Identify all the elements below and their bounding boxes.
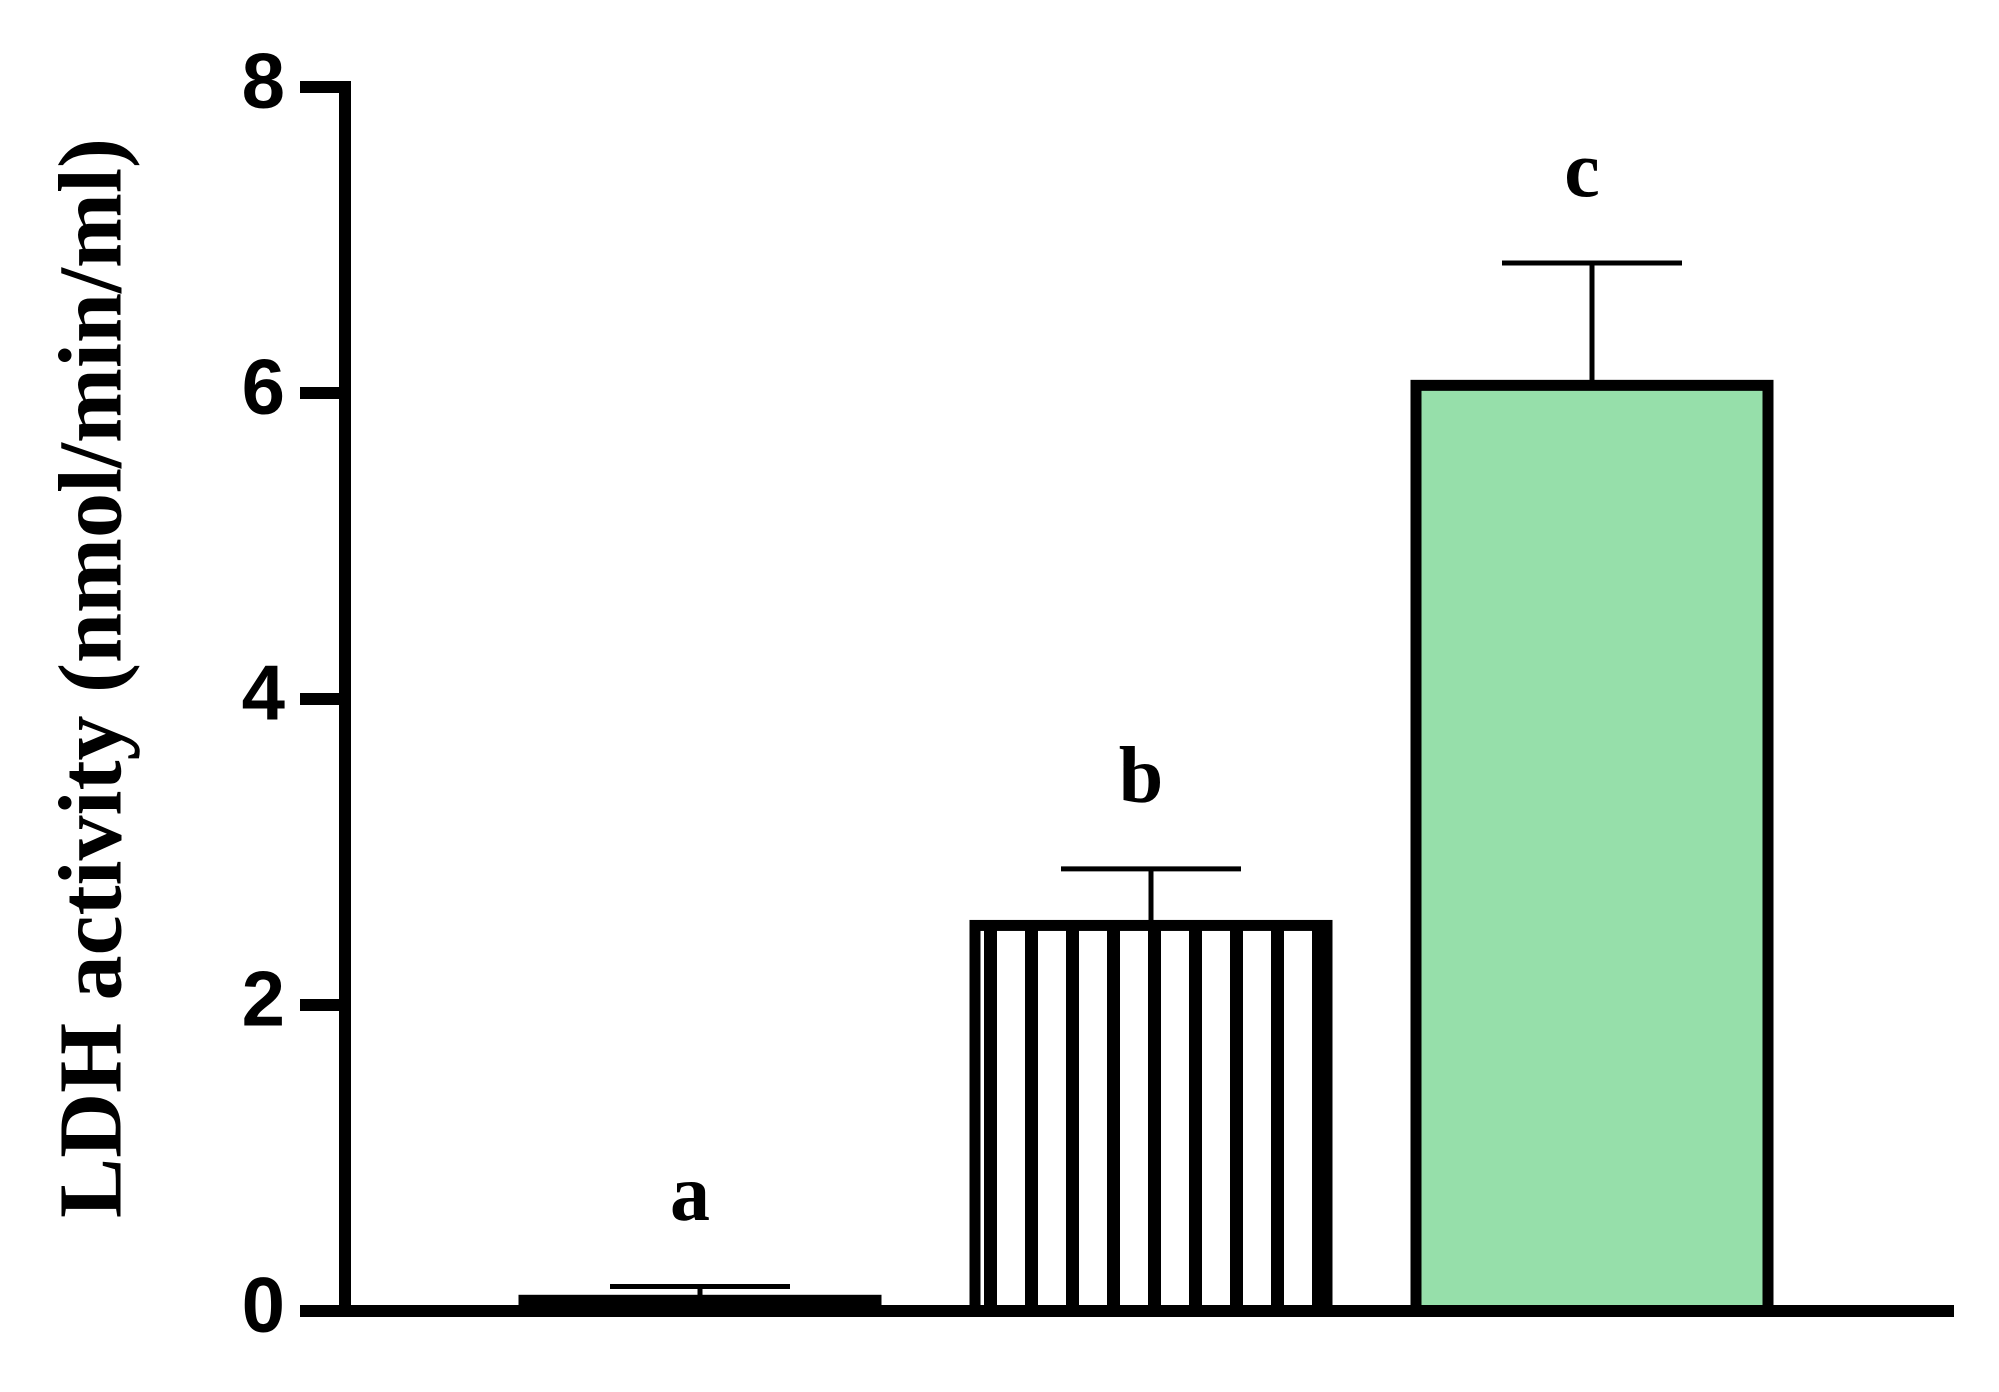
annotation: c: [1564, 126, 1600, 214]
y-tick-label: 2: [242, 955, 285, 1043]
y-tick-label: 4: [242, 649, 285, 737]
bar: [1410, 379, 1774, 1317]
y-tick-label: 6: [242, 343, 285, 431]
y-tick-label: 0: [242, 1261, 285, 1349]
annotation: b: [1119, 732, 1164, 820]
annotation: a: [670, 1150, 710, 1238]
bar: [969, 919, 1333, 1317]
y-tick-label: 8: [242, 37, 285, 125]
y-axis-label: LDH activity (nmol/min/ml): [42, 138, 141, 1218]
